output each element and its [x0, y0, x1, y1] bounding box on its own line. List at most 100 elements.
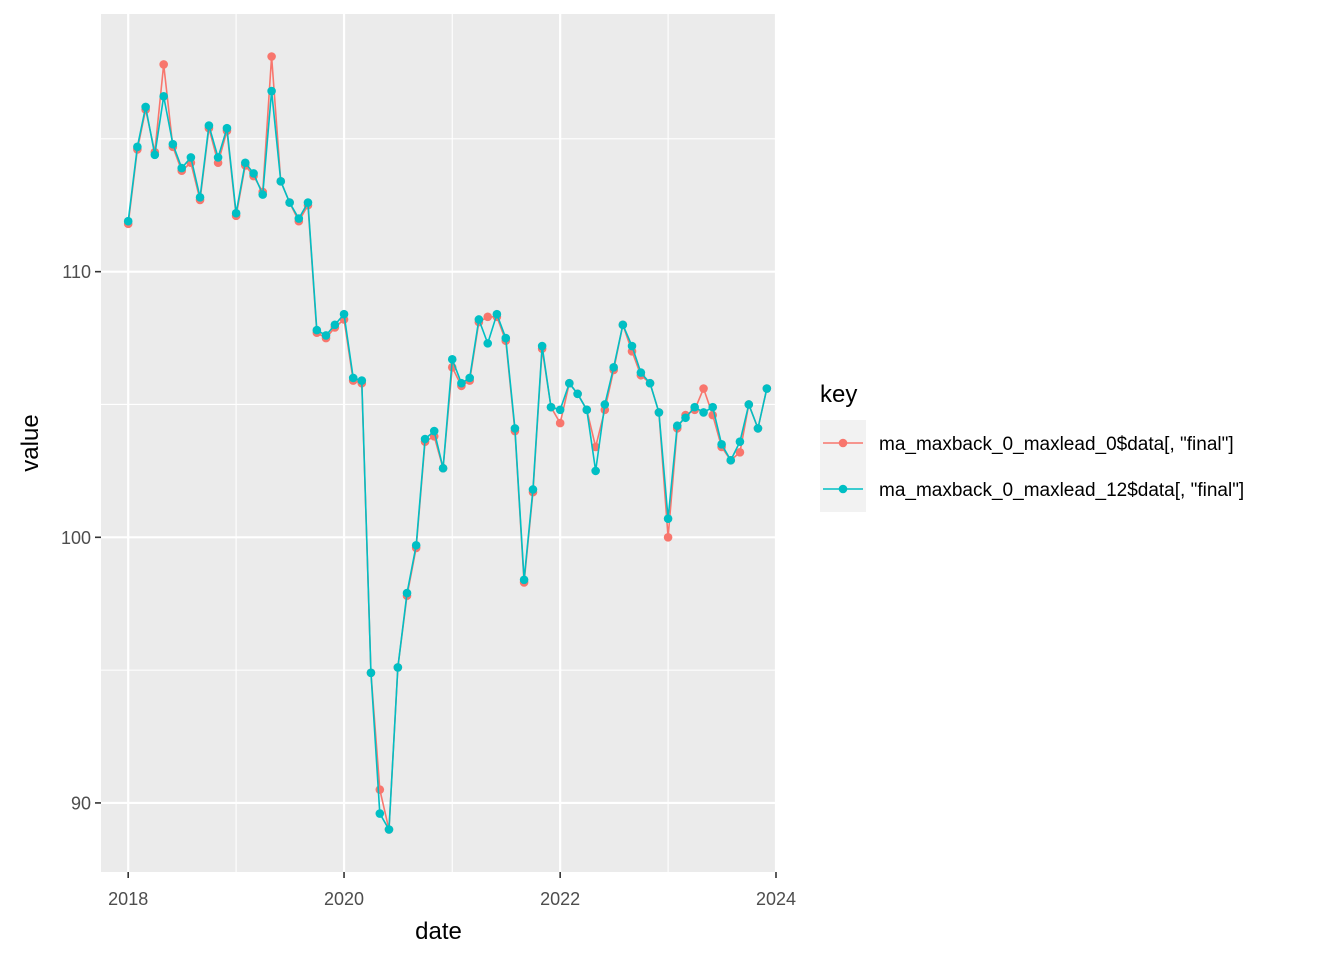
- legend-label: ma_maxback_0_maxlead_0$data[, "final"]: [879, 434, 1234, 455]
- data-point: [213, 153, 223, 162]
- series-layer: [123, 52, 772, 834]
- data-point: [654, 408, 664, 417]
- x-tick-label: 2020: [324, 889, 364, 909]
- data-point: [231, 208, 241, 218]
- data-point: [681, 413, 690, 423]
- data-point: [735, 437, 745, 446]
- plot-panel: [101, 14, 776, 872]
- y-tick-label: 90: [71, 793, 91, 813]
- data-point: [240, 158, 250, 168]
- data-point: [312, 325, 322, 335]
- data-point: [375, 785, 385, 794]
- data-point: [699, 384, 708, 393]
- x-tick-label: 2024: [756, 889, 796, 909]
- data-point: [330, 320, 340, 330]
- data-point: [618, 320, 628, 330]
- data-point: [294, 214, 304, 223]
- data-point: [465, 373, 474, 383]
- data-point: [258, 190, 268, 199]
- data-point: [339, 309, 349, 319]
- data-point: [582, 405, 592, 415]
- legend-key-point: [838, 484, 848, 494]
- data-point: [276, 177, 286, 186]
- data-point: [609, 362, 618, 372]
- data-point: [123, 216, 133, 226]
- data-point: [492, 309, 502, 319]
- data-point: [753, 424, 763, 433]
- data-point: [573, 389, 582, 399]
- data-point: [267, 86, 276, 96]
- data-point: [510, 424, 520, 433]
- series-2: [123, 86, 772, 834]
- data-point: [159, 60, 168, 69]
- data-point: [438, 463, 448, 473]
- data-point: [375, 809, 385, 818]
- data-point: [402, 588, 412, 598]
- y-tick-label: 110: [62, 262, 91, 282]
- data-point: [357, 376, 367, 385]
- data-point: [204, 121, 214, 130]
- data-point: [150, 150, 160, 160]
- data-point: [528, 485, 538, 494]
- data-point: [663, 533, 673, 542]
- data-point: [267, 52, 276, 61]
- y-axis: 90 100 110: [61, 262, 101, 813]
- data-point: [177, 163, 187, 173]
- data-point: [195, 192, 205, 202]
- data-point: [483, 339, 493, 348]
- data-point: [420, 434, 430, 444]
- data-point: [546, 402, 556, 412]
- data-point: [133, 142, 142, 152]
- data-point: [159, 92, 168, 101]
- data-point: [474, 315, 484, 324]
- legend-items: ma_maxback_0_maxlead_0$data[, "final"] ma…: [823, 434, 1244, 501]
- data-point: [537, 341, 547, 351]
- data-point: [303, 198, 313, 207]
- y-axis-title: value: [17, 414, 44, 471]
- legend-label: ma_maxback_0_maxlead_12$data[, "final"]: [879, 480, 1244, 501]
- data-point: [591, 466, 600, 476]
- data-point: [762, 384, 772, 393]
- data-point: [483, 312, 493, 322]
- data-point: [366, 668, 376, 678]
- data-point: [627, 341, 637, 351]
- data-point: [591, 442, 600, 452]
- x-axis-title: date: [415, 918, 462, 945]
- data-point: [384, 825, 394, 834]
- data-point: [411, 540, 421, 550]
- data-point: [501, 333, 511, 343]
- data-point: [321, 331, 331, 340]
- legend-key-bg: [820, 420, 866, 512]
- data-point: [726, 455, 736, 465]
- data-point: [141, 102, 150, 112]
- data-point: [708, 402, 718, 412]
- legend-title: key: [820, 381, 857, 408]
- data-point: [393, 663, 403, 672]
- data-point: [285, 198, 294, 207]
- data-point: [249, 169, 258, 178]
- data-point: [600, 400, 610, 409]
- data-point: [555, 405, 565, 415]
- data-point: [519, 575, 529, 585]
- data-point: [222, 123, 232, 133]
- y-tick-label: 100: [61, 528, 91, 548]
- x-axis: 2018 2020 2022 2024: [108, 872, 796, 909]
- data-point: [672, 421, 682, 431]
- data-point: [565, 378, 574, 388]
- data-point: [348, 373, 358, 383]
- data-point: [168, 139, 178, 149]
- data-point: [429, 426, 439, 436]
- data-point: [663, 514, 673, 524]
- data-point: [555, 418, 565, 428]
- x-tick-label: 2018: [108, 889, 148, 909]
- legend-key-point: [838, 438, 848, 448]
- grid-major: [101, 14, 778, 872]
- data-point: [690, 402, 699, 412]
- data-point: [744, 400, 754, 409]
- data-point: [735, 447, 745, 457]
- legend: key ma_maxback_0_maxlead_0$data[, "final…: [820, 381, 1244, 512]
- x-tick-label: 2022: [540, 889, 580, 909]
- data-point: [457, 378, 466, 388]
- data-point: [717, 440, 726, 449]
